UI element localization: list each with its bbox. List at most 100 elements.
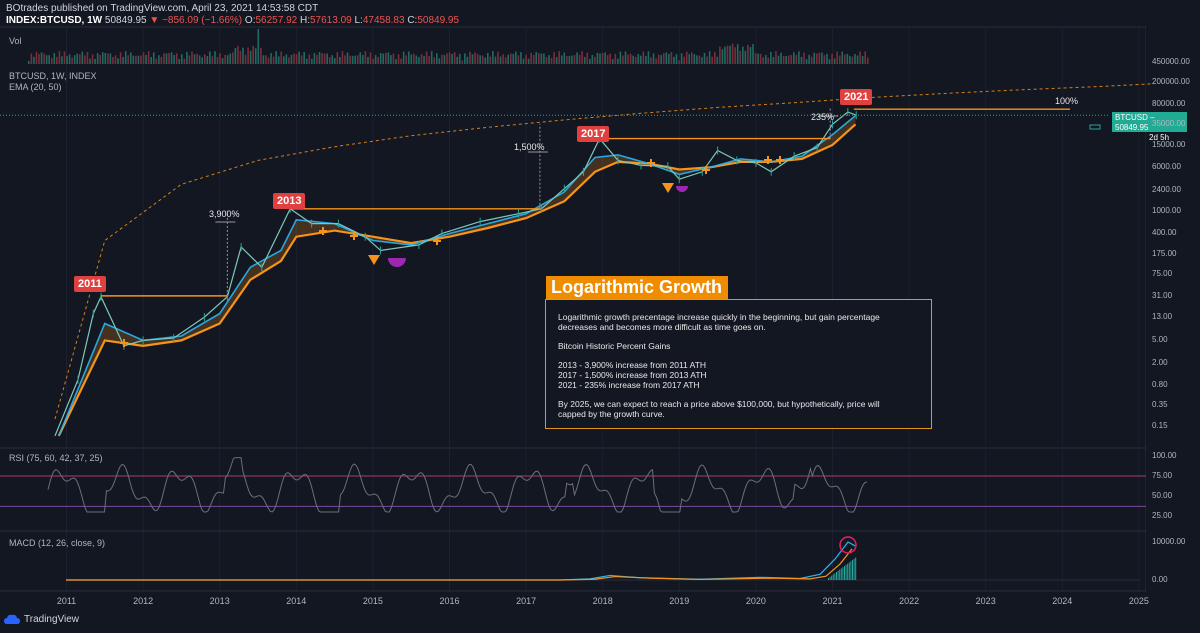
- volume-bar: [665, 52, 668, 64]
- volume-bar: [147, 51, 150, 64]
- volume-bar: [591, 54, 594, 64]
- price-tick: 75.00: [1152, 269, 1173, 279]
- price-tick: 31.00: [1152, 290, 1173, 300]
- macd-hist-bar: [836, 572, 837, 580]
- volume-bar: [81, 51, 84, 64]
- price-tick: 2.00: [1152, 357, 1168, 367]
- volume-bar: [438, 58, 441, 64]
- ema-cross: [776, 156, 784, 164]
- macd-peak-circle: [839, 536, 857, 554]
- volume-bar: [724, 46, 726, 64]
- volume-bar: [150, 56, 152, 64]
- markers: [120, 124, 1101, 347]
- volume-bar: [73, 55, 76, 64]
- macd-hist-bar: [834, 573, 836, 580]
- ema-label: EMA (20, 50): [9, 82, 62, 92]
- volume-bar: [637, 54, 640, 64]
- volume-bar: [691, 52, 693, 64]
- volume-bar: [466, 56, 469, 64]
- volume-bar: [527, 58, 530, 64]
- macd-hist-bar: [853, 558, 855, 580]
- volume-bar: [645, 56, 647, 64]
- volume-bar: [708, 51, 711, 64]
- volume-bar: [224, 54, 226, 64]
- signal-line: [66, 548, 853, 581]
- volume-bar: [512, 53, 515, 64]
- volume-bar: [40, 52, 43, 64]
- ema-20-line: [58, 114, 857, 437]
- macd-hist-bar: [850, 561, 852, 580]
- volume-bar: [382, 53, 385, 64]
- volume-bar: [198, 55, 201, 64]
- pct-label-2021: 235%: [811, 112, 835, 122]
- macd-hist-bar: [831, 575, 833, 580]
- volume-bar: [323, 53, 326, 64]
- volume-bar: [392, 53, 395, 64]
- volume-bar: [627, 54, 629, 64]
- volume-bar: [754, 53, 757, 64]
- rsi-tick: 100.00: [1152, 451, 1177, 460]
- volume-bar: [497, 51, 499, 64]
- volume-bar: [563, 52, 566, 64]
- volume-bar: [815, 53, 818, 64]
- price-tick: 5.00: [1152, 335, 1168, 345]
- volume-bar: [405, 55, 407, 64]
- rsi-tick: 75.00: [1152, 471, 1173, 480]
- volume-bar: [698, 55, 701, 64]
- volume-bar: [685, 51, 688, 64]
- price-tick: 80000.00: [1152, 99, 1186, 109]
- volume-bar: [678, 60, 680, 64]
- tradingview-logo[interactable]: TradingView: [4, 614, 79, 625]
- tradingview-cloud-icon: [4, 614, 20, 624]
- volume-bar: [780, 52, 782, 64]
- volume-bar: [63, 51, 66, 64]
- volume-bar: [127, 55, 130, 64]
- volume-bar: [132, 55, 135, 64]
- volume-bar: [79, 54, 81, 64]
- price-tick: 200000.00: [1152, 76, 1190, 86]
- volume-bar: [232, 52, 234, 64]
- macd-panel: [66, 536, 1140, 581]
- volume-bar: [481, 55, 484, 64]
- volume-bar: [540, 53, 543, 64]
- volume-bar: [334, 58, 336, 64]
- volume-bar: [28, 61, 30, 64]
- volume-bar: [104, 53, 107, 64]
- volume-bar: [823, 55, 826, 64]
- volume-bar: [856, 55, 859, 64]
- volume-bar: [303, 52, 305, 64]
- volume-bar: [209, 51, 211, 64]
- volume-bar: [247, 47, 249, 64]
- price-tick: 0.15: [1152, 421, 1168, 430]
- volume-bar: [476, 53, 479, 64]
- ohlc-line: INDEX:BTCUSD, 1W 50849.95 ▼ −856.09 (−1.…: [6, 15, 460, 26]
- volume-bar: [703, 52, 706, 64]
- volume-bar: [101, 52, 104, 64]
- volume-bar: [142, 52, 145, 64]
- volume-bar: [494, 56, 497, 64]
- volume-bar: [124, 51, 127, 64]
- volume-bar: [326, 53, 328, 64]
- volume-bar: [767, 57, 770, 64]
- volume-bar: [652, 53, 655, 64]
- volume-bar: [599, 53, 601, 64]
- volume-bar: [752, 43, 754, 64]
- year-tick: 2025: [1128, 596, 1149, 606]
- volume-bar: [372, 58, 374, 64]
- volume-bar: [280, 51, 283, 64]
- volume-bar: [377, 56, 379, 64]
- year-tick: 2019: [669, 596, 690, 606]
- volume-bar: [489, 56, 492, 64]
- volume-bar: [617, 58, 619, 64]
- volume-bar: [112, 57, 114, 64]
- year-tick: 2013: [209, 596, 230, 606]
- macd-hist-bar: [832, 574, 834, 580]
- volume-bar: [795, 54, 798, 64]
- price-tick: 400.00: [1152, 228, 1177, 238]
- volume-bar: [346, 52, 349, 64]
- volume-bar: [418, 57, 420, 64]
- macd-hist-bar: [847, 563, 849, 580]
- volume-bar: [668, 53, 670, 64]
- volume-bar: [448, 52, 451, 64]
- volume-bar: [833, 58, 836, 64]
